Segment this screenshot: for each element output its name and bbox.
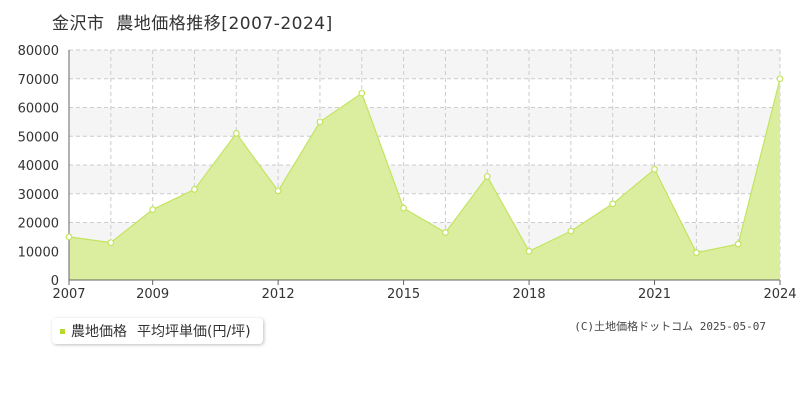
data-point xyxy=(191,186,198,193)
y-tick-label: 60000 xyxy=(18,102,59,117)
x-tick-label: 2015 xyxy=(387,287,420,302)
data-point xyxy=(107,239,115,247)
series-area xyxy=(69,78,780,280)
data-point xyxy=(525,247,533,255)
background-band xyxy=(69,50,780,79)
data-point xyxy=(734,240,742,248)
data-point xyxy=(149,206,157,213)
legend-unit-label: 平均坪単価(円/坪) xyxy=(137,324,251,340)
y-tick-label: 70000 xyxy=(18,73,59,88)
data-point xyxy=(483,173,491,180)
x-tick-label: 2021 xyxy=(638,287,671,302)
y-tick-label: 10000 xyxy=(18,245,59,260)
data-point xyxy=(274,187,282,195)
legend-series-label: 農地価格 xyxy=(71,324,127,340)
legend: 農地価格 平均坪単価(円/坪) xyxy=(52,318,263,344)
x-tick-label: 2012 xyxy=(262,287,295,302)
data-point xyxy=(65,233,73,241)
x-tick-label: 2009 xyxy=(136,287,169,302)
data-point xyxy=(442,229,449,236)
series-line xyxy=(68,78,781,254)
data-point xyxy=(232,129,240,137)
chart-title: 金沢市 農地価格推移[2007-2024] xyxy=(52,14,333,34)
y-tick-label: 80000 xyxy=(18,44,59,59)
y-tick-label: 40000 xyxy=(18,159,59,174)
data-point xyxy=(609,200,617,208)
y-tick-label: 30000 xyxy=(18,188,59,203)
background-band xyxy=(69,107,780,137)
data-point xyxy=(776,75,784,83)
y-tick-label: 0 xyxy=(51,274,59,289)
x-tick-label: 2007 xyxy=(52,287,85,302)
data-point xyxy=(316,118,324,126)
copyright-text: (C)土地価格ドットコム 2025-05-07 xyxy=(574,320,766,333)
data-point xyxy=(651,165,658,173)
y-tick-label: 20000 xyxy=(18,217,59,232)
x-tick-label: 2024 xyxy=(763,287,796,302)
data-point xyxy=(567,227,575,235)
legend-marker xyxy=(60,328,65,334)
data-point xyxy=(400,204,407,212)
background-band xyxy=(69,165,780,194)
y-tick-label: 50000 xyxy=(18,130,59,145)
data-point xyxy=(692,249,700,257)
data-point xyxy=(358,89,366,97)
x-tick-label: 2018 xyxy=(513,287,546,302)
